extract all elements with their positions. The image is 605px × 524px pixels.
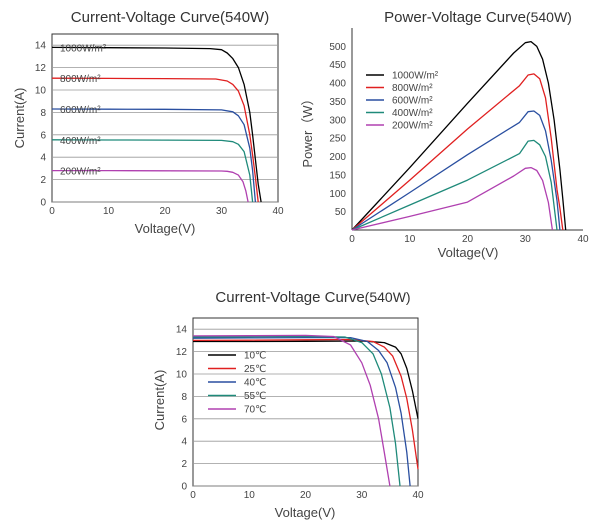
legend-label-1: 1000W/m²	[392, 71, 439, 82]
y-tick-label: 300	[329, 115, 346, 126]
x-tick-label: 40	[577, 234, 589, 245]
y-tick-label: 2	[40, 175, 46, 186]
x-tick-label: 10	[103, 206, 115, 217]
y-tick-label: 8	[181, 392, 187, 403]
y-tick-label: 8	[40, 108, 46, 119]
y-tick-label: 250	[329, 134, 346, 145]
legend-label-2: 25℃	[244, 364, 266, 375]
series-line-2	[51, 77, 259, 203]
y-tick-label: 200	[329, 152, 346, 163]
y-tick-label: 10	[35, 86, 47, 97]
chart-title: Power-Voltage Curve(540W)	[384, 9, 572, 26]
series-label-2: 800W/m²	[60, 74, 101, 85]
chart-1: Current-Voltage Curve(540W) 0 2 4 6 8 10 12 14 0 1…	[12, 9, 284, 236]
y-tick-label: 4	[181, 437, 187, 448]
chart-title: Current-Voltage Curve(540W)	[215, 289, 410, 306]
series-line-3	[351, 110, 561, 231]
x-tick-label: 20	[300, 490, 312, 501]
y-tick-label: 450	[329, 60, 346, 71]
x-tick-label: 30	[520, 234, 532, 245]
y-tick-label: 500	[329, 42, 346, 53]
y-tick-label: 10	[176, 370, 188, 381]
y-axis-label: Current(A)	[12, 88, 27, 149]
y-tick-label: 12	[35, 63, 47, 74]
series-label-4: 400W/m²	[60, 136, 101, 147]
series-line-3	[192, 336, 411, 487]
x-axis-label: Voltage(V)	[438, 245, 499, 260]
series-label-1: 1000W/m²	[60, 43, 107, 54]
chart-title-suffix: (540W)	[365, 289, 411, 305]
series-line-5	[192, 334, 391, 487]
series-line-5	[52, 169, 249, 203]
x-axis-label: Voltage(V)	[275, 505, 336, 520]
y-tick-label: 2	[181, 459, 187, 470]
x-tick-label: 30	[356, 490, 368, 501]
y-tick-label: 14	[176, 325, 188, 336]
y-tick-label: 4	[40, 153, 46, 164]
y-axis-label: Current(A)	[152, 370, 167, 431]
legend-label-5: 200W/m²	[392, 121, 433, 132]
legend-label-3: 600W/m²	[392, 96, 433, 107]
y-tick-label: 14	[35, 41, 47, 52]
series-line-4	[51, 139, 254, 203]
x-tick-label: 0	[190, 490, 196, 501]
x-axis-label: Voltage(V)	[135, 221, 196, 236]
legend-label-5: 70℃	[244, 405, 266, 416]
y-tick-label: 400	[329, 79, 346, 90]
chart-3: Current-Voltage Curve(540W) 0 2 4 6 8 10 12 14 0 1…	[152, 289, 424, 520]
series-line-1	[51, 46, 262, 203]
chart-title-suffix: (540W)	[526, 9, 572, 25]
x-tick-label: 0	[349, 234, 355, 245]
chart-title: Current-Voltage Curve(540W)	[71, 9, 269, 26]
y-tick-label: 0	[40, 198, 46, 209]
y-axis-label: Power（W）	[300, 92, 315, 167]
x-tick-label: 30	[216, 206, 228, 217]
legend-label-2: 800W/m²	[392, 83, 433, 94]
x-tick-label: 0	[49, 206, 55, 217]
y-tick-label: 150	[329, 170, 346, 181]
y-tick-label: 0	[181, 482, 187, 493]
x-tick-label: 10	[244, 490, 256, 501]
series-line-4	[192, 335, 401, 487]
series-line-4	[351, 139, 558, 231]
y-tick-label: 6	[40, 130, 46, 141]
legend-label-4: 55℃	[244, 391, 266, 402]
series-line-2	[192, 338, 419, 470]
legend-label-3: 40℃	[244, 378, 266, 389]
series-label-3: 600W/m²	[60, 105, 101, 116]
y-tick-label: 350	[329, 97, 346, 108]
x-tick-label: 40	[272, 206, 284, 217]
y-tick-label: 50	[335, 207, 347, 218]
x-tick-label: 10	[404, 234, 416, 245]
legend-label-1: 10℃	[244, 351, 266, 362]
series-line-2	[351, 73, 564, 231]
y-tick-label: 6	[181, 414, 187, 425]
series-line-3	[51, 108, 257, 203]
series-line-5	[351, 166, 554, 231]
series-line-1	[351, 40, 567, 231]
series-label-5: 200W/m²	[60, 167, 101, 178]
x-tick-label: 20	[462, 234, 474, 245]
y-tick-label: 100	[329, 189, 346, 200]
x-tick-label: 40	[412, 490, 424, 501]
chart-2: Power-Voltage Curve(540W)501001502002503…	[300, 9, 589, 260]
series-line-1	[193, 340, 419, 419]
y-tick-label: 12	[176, 347, 188, 358]
legend-label-4: 400W/m²	[392, 108, 433, 119]
x-tick-label: 20	[159, 206, 171, 217]
